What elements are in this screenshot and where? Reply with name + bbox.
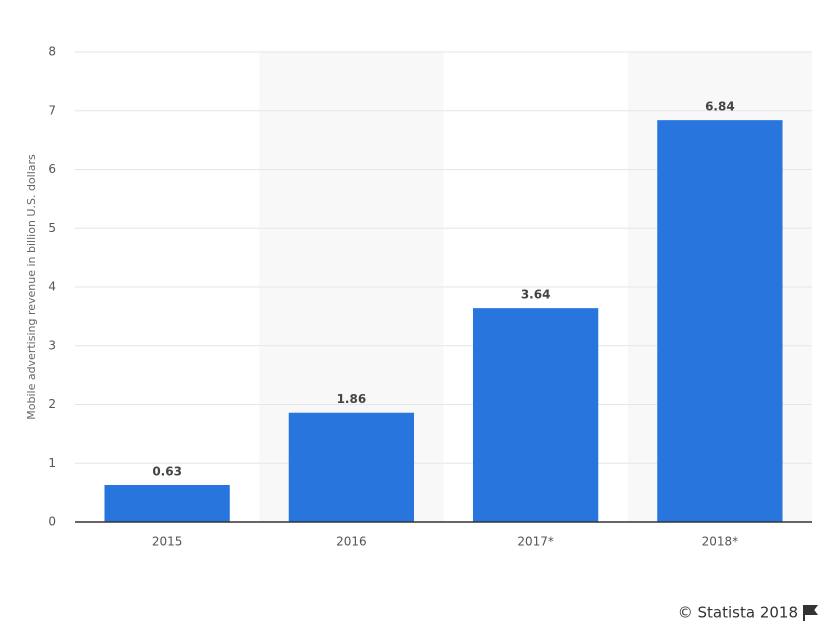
y-tick-label: 2 — [48, 397, 56, 411]
x-tick-label: 2017* — [517, 535, 554, 549]
y-tick-label: 3 — [48, 338, 56, 352]
source: © Statista 2018 — [678, 604, 798, 622]
value-label: 6.84 — [705, 100, 735, 114]
y-tick-label: 5 — [48, 221, 56, 235]
y-tick-label: 6 — [48, 162, 56, 176]
bar — [288, 412, 415, 522]
x-tick-label: 2018* — [702, 535, 739, 549]
y-tick-label: 4 — [48, 280, 56, 294]
x-tick-label: 2016 — [336, 535, 367, 549]
bar — [472, 308, 599, 522]
value-label: 0.63 — [152, 464, 182, 478]
y-tick-label: 8 — [48, 45, 56, 59]
flag-icon — [803, 605, 818, 621]
y-axis-label: Mobile advertising revenue in billion U.… — [25, 154, 38, 420]
x-tick-label: 2015 — [152, 535, 183, 549]
bar — [104, 484, 230, 522]
y-tick-label: 0 — [48, 515, 56, 529]
bar — [657, 120, 783, 523]
y-tick-label: 7 — [48, 103, 56, 117]
value-label: 1.86 — [337, 392, 367, 406]
value-label: 3.64 — [521, 288, 551, 302]
y-tick-label: 1 — [48, 456, 56, 470]
